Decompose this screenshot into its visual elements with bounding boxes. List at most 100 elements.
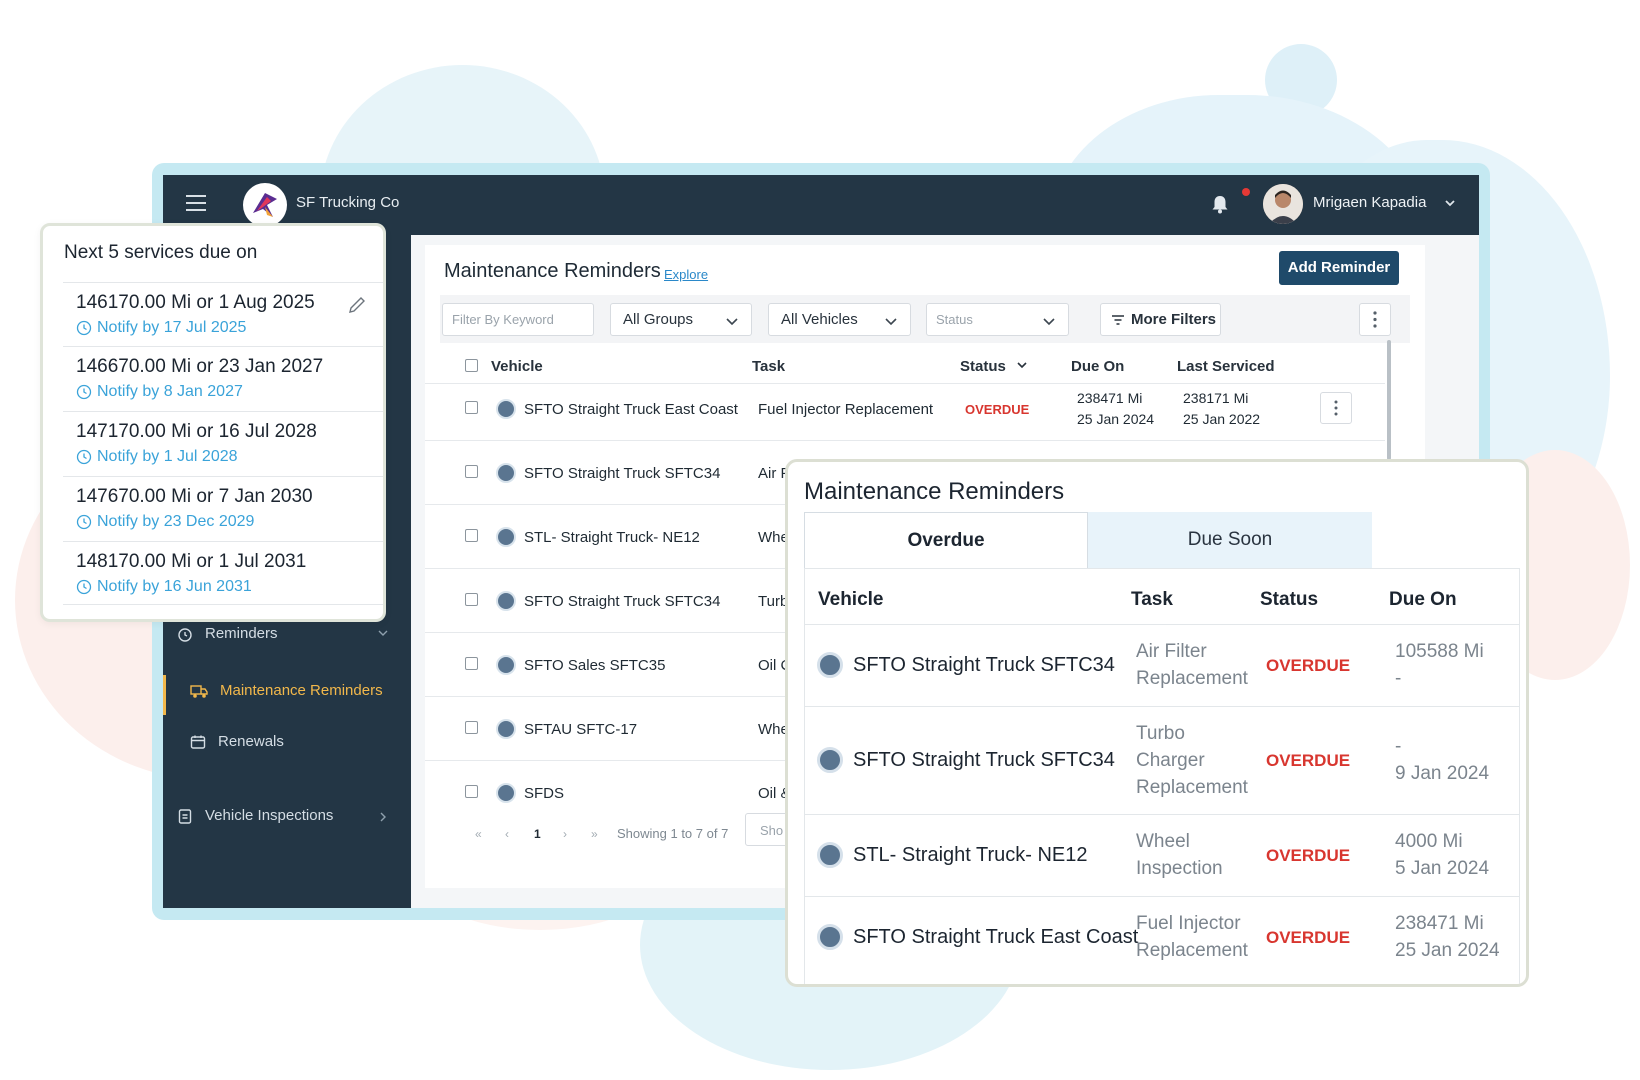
- keyword-filter-input[interactable]: Filter By Keyword: [442, 303, 594, 336]
- vehicle-avatar-icon: [496, 527, 516, 547]
- vehicle-avatar-icon: [817, 924, 843, 950]
- row-vehicle[interactable]: SFDS: [524, 785, 565, 802]
- row-vehicle[interactable]: STL- Straight Truck- NE12: [524, 529, 700, 546]
- row-checkbox[interactable]: [465, 785, 478, 798]
- add-reminder-button[interactable]: Add Reminder: [1279, 251, 1399, 285]
- vehicle-avatar-icon: [496, 783, 516, 803]
- status-badge: OVERDUE: [965, 402, 1030, 417]
- row-checkbox[interactable]: [465, 721, 478, 734]
- chevron-down-icon: [1017, 362, 1027, 369]
- vehicle-avatar-icon: [496, 463, 516, 483]
- row-checkbox[interactable]: [465, 465, 478, 478]
- status-select[interactable]: Status: [926, 303, 1069, 336]
- column-header-task[interactable]: Task: [752, 358, 786, 375]
- tab-overdue[interactable]: Overdue: [804, 512, 1088, 568]
- select-all-checkbox[interactable]: [465, 359, 478, 372]
- table-row[interactable]: SFTO Straight Truck SFTC34 Turbo Charger…: [805, 706, 1519, 814]
- column-header-vehicle[interactable]: Vehicle: [491, 358, 543, 375]
- column-header-due-on: Due On: [1389, 589, 1457, 610]
- tab-due-soon[interactable]: Due Soon: [1088, 512, 1372, 568]
- row-vehicle[interactable]: SFTO Straight Truck East Coast: [524, 401, 738, 418]
- row-due: 4000 Mi 5 Jan 2024: [1395, 828, 1489, 882]
- chevron-down-icon: [1043, 318, 1055, 326]
- more-options-button[interactable]: [1359, 303, 1391, 336]
- status-badge: OVERDUE: [1266, 928, 1351, 947]
- table-row[interactable]: SFTO Straight Truck East Coast Fuel Inje…: [805, 896, 1519, 978]
- sidebar-item-maintenance-reminders[interactable]: Maintenance Reminders: [190, 682, 383, 699]
- kebab-icon: [1334, 400, 1338, 416]
- row-vehicle[interactable]: SFTO Straight Truck SFTC34: [853, 654, 1115, 676]
- vehicle-avatar-icon: [496, 591, 516, 611]
- row-task-line: Wheel: [1136, 831, 1190, 852]
- last-page-button[interactable]: »: [591, 827, 598, 841]
- row-vehicle[interactable]: SFTO Straight Truck East Coast: [853, 926, 1139, 948]
- sidebar-item-label: Renewals: [218, 733, 284, 750]
- clock-icon: [76, 579, 92, 595]
- page-number-button[interactable]: 1: [534, 827, 541, 841]
- column-header-last-serviced[interactable]: Last Serviced: [1177, 358, 1275, 375]
- service-item: 147670.00 Mi or 7 Jan 2030 Notify by 23 …: [63, 476, 383, 540]
- filter-icon: [1112, 315, 1124, 325]
- sidebar-item-renewals[interactable]: Renewals: [190, 733, 284, 750]
- pencil-icon[interactable]: [347, 295, 367, 315]
- row-checkbox[interactable]: [465, 529, 478, 542]
- sidebar-item-vehicle-inspections[interactable]: Vehicle Inspections: [177, 807, 333, 824]
- more-filters-button[interactable]: More Filters: [1100, 303, 1221, 336]
- row-due-line: 238471 Mi: [1395, 913, 1484, 934]
- next-page-button[interactable]: ›: [563, 827, 567, 841]
- vehicles-select[interactable]: All Vehicles: [768, 303, 911, 336]
- next-services-card: Next 5 services due on 146170.00 Mi or 1…: [40, 223, 386, 622]
- company-logo: [243, 183, 287, 227]
- next-services-title: Next 5 services due on: [64, 242, 258, 263]
- groups-select-value: All Groups: [623, 311, 694, 328]
- user-avatar[interactable]: [1263, 184, 1303, 224]
- row-task-line: Air Filter: [1136, 641, 1207, 662]
- row-due: - 9 Jan 2024: [1395, 733, 1489, 787]
- vehicle-avatar-icon: [496, 655, 516, 675]
- row-checkbox[interactable]: [465, 657, 478, 670]
- column-header-vehicle: Vehicle: [818, 589, 884, 610]
- sidebar-item-reminders[interactable]: Reminders: [177, 625, 278, 642]
- vehicle-avatar-icon: [496, 399, 516, 419]
- row-task-line: Replacement: [1136, 940, 1248, 961]
- menu-icon[interactable]: [186, 195, 206, 213]
- row-due-line: 5 Jan 2024: [1395, 858, 1490, 879]
- row-vehicle[interactable]: STL- Straight Truck- NE12: [853, 844, 1088, 866]
- user-name[interactable]: Mrigaen Kapadia: [1313, 194, 1427, 211]
- explore-link[interactable]: Explore: [664, 267, 709, 282]
- table-row[interactable]: SFTO Straight Truck SFTC34 Air Filter Re…: [805, 624, 1519, 706]
- row-divider: [425, 383, 1385, 384]
- column-header-due-on[interactable]: Due On: [1071, 358, 1125, 375]
- row-vehicle[interactable]: SFTO Straight Truck SFTC34: [853, 749, 1115, 771]
- prev-page-button[interactable]: ‹: [505, 827, 509, 841]
- chevron-down-icon[interactable]: [377, 627, 401, 639]
- row-task-line: Turbo: [1136, 723, 1185, 744]
- row-due: 238471 Mi 25 Jan 2024: [1395, 910, 1500, 964]
- table-row[interactable]: STL- Straight Truck- NE12 Wheel Inspecti…: [805, 814, 1519, 896]
- clock-icon: [76, 514, 92, 530]
- notification-bell-icon[interactable]: [1207, 191, 1233, 217]
- truck-wrench-icon: [190, 684, 208, 698]
- column-header-status[interactable]: Status: [960, 358, 1028, 375]
- scrollbar[interactable]: [1387, 340, 1391, 460]
- chevron-right-icon[interactable]: [377, 811, 401, 823]
- row-vehicle[interactable]: SFTO Sales SFTC35: [524, 657, 666, 674]
- chevron-down-icon: [726, 318, 738, 326]
- groups-select[interactable]: All Groups: [610, 303, 752, 336]
- service-due: 146670.00 Mi or 23 Jan 2027: [76, 356, 324, 377]
- row-task: Wheel Inspection: [1136, 828, 1266, 882]
- service-item: 146170.00 Mi or 1 Aug 2025 Notify by 17 …: [63, 282, 383, 346]
- more-filters-label: More Filters: [1131, 311, 1217, 328]
- row-vehicle[interactable]: SFTO Straight Truck SFTC34: [524, 593, 721, 610]
- row-vehicle[interactable]: SFTO Straight Truck SFTC34: [524, 465, 721, 482]
- row-checkbox[interactable]: [465, 401, 478, 414]
- row-vehicle[interactable]: SFTAU SFTC-17: [524, 721, 638, 738]
- row-actions-button[interactable]: [1320, 392, 1352, 424]
- row-checkbox[interactable]: [465, 593, 478, 606]
- vehicle-avatar-icon: [817, 652, 843, 678]
- row-task: Turbo Charger Replacement: [1136, 720, 1266, 801]
- notification-dot: [1242, 188, 1250, 196]
- row-task-line: Replacement: [1136, 668, 1248, 689]
- first-page-button[interactable]: «: [475, 827, 482, 841]
- chevron-down-icon[interactable]: [1443, 196, 1457, 210]
